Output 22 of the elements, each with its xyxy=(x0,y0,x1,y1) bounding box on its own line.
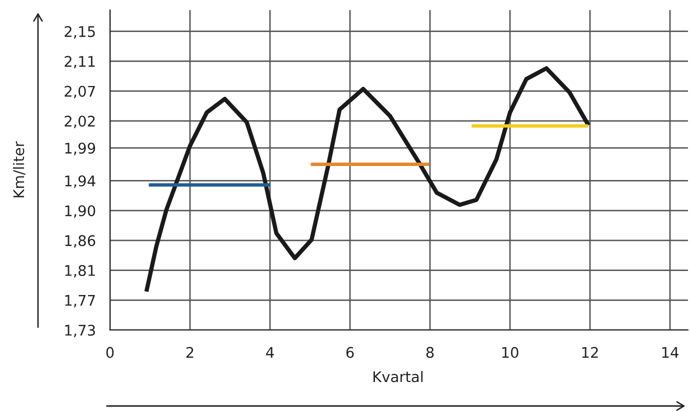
y-tick-label: 1,94 xyxy=(65,175,96,188)
y-tick-label: 1,86 xyxy=(65,235,96,248)
x-tick-label: 8 xyxy=(426,346,434,358)
x-tick-label: 2 xyxy=(186,346,194,358)
x-tick-label: 12 xyxy=(582,346,598,358)
y-tick-label: 1,77 xyxy=(65,295,95,308)
x-tick-label: 14 xyxy=(662,347,678,358)
y-tick-label: 2,02 xyxy=(64,116,95,128)
y-tick-label: 1,73 xyxy=(65,324,95,338)
y-tick-label: 1,81 xyxy=(65,264,95,278)
line-series xyxy=(144,66,590,294)
x-tick-label: 10 xyxy=(502,346,518,358)
x-tick-label: 0 xyxy=(106,346,114,358)
y-tick-label: 2,11 xyxy=(64,56,95,68)
y-tick-label: 2,07 xyxy=(64,86,95,98)
y-axis-title: Km/liter xyxy=(12,141,26,198)
x-tick-label: 4 xyxy=(266,347,274,358)
y-tick-label: 2,15 xyxy=(64,26,95,39)
x-axis-title: Kvartal xyxy=(374,370,423,382)
y-tick-label: 1,90 xyxy=(65,205,96,218)
y-tick-label: 1,99 xyxy=(65,142,96,156)
x-tick-label: 6 xyxy=(346,346,354,358)
